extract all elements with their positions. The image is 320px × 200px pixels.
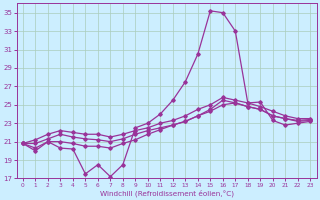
X-axis label: Windchill (Refroidissement éolien,°C): Windchill (Refroidissement éolien,°C) — [100, 189, 234, 197]
